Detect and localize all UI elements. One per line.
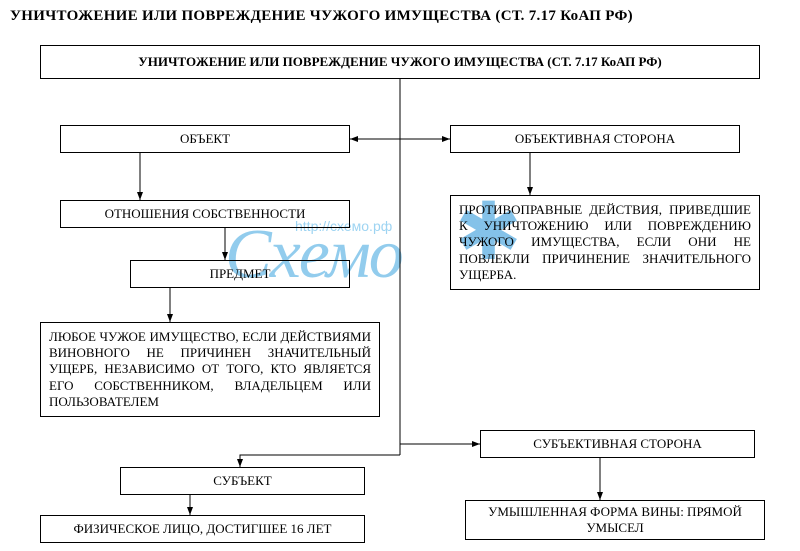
node-predmet-text: ЛЮБОЕ ЧУЖОЕ ИМУЩЕСТВО, ЕСЛИ ДЕЙСТВИЯМИ В… bbox=[40, 322, 380, 417]
node-subjective-side-text: УМЫШЛЕННАЯ ФОРМА ВИНЫ: ПРЯМОЙ УМЫСЕЛ bbox=[465, 500, 765, 540]
node-objective-side: ОБЪЕКТИВНАЯ СТОРОНА bbox=[450, 125, 740, 153]
page-title: УНИЧТОЖЕНИЕ ИЛИ ПОВРЕЖДЕНИЕ ЧУЖОГО ИМУЩЕ… bbox=[10, 8, 790, 25]
node-root: УНИЧТОЖЕНИЕ ИЛИ ПОВРЕЖДЕНИЕ ЧУЖОГО ИМУЩЕ… bbox=[40, 45, 760, 79]
node-subjective-side: СУБЪЕКТИВНАЯ СТОРОНА bbox=[480, 430, 755, 458]
node-subject: СУБЪЕКТ bbox=[120, 467, 365, 495]
node-subject-text: ФИЗИЧЕСКОЕ ЛИЦО, ДОСТИГШЕЕ 16 ЛЕТ bbox=[40, 515, 365, 543]
node-predmet: ПРЕДМЕТ bbox=[130, 260, 350, 288]
node-objective-side-text: ПРОТИВОПРАВНЫЕ ДЕЙСТВИЯ, ПРИВЕДШИЕ К УНИ… bbox=[450, 195, 760, 290]
node-relations: ОТНОШЕНИЯ СОБСТВЕННОСТИ bbox=[60, 200, 350, 228]
node-object: ОБЪЕКТ bbox=[60, 125, 350, 153]
